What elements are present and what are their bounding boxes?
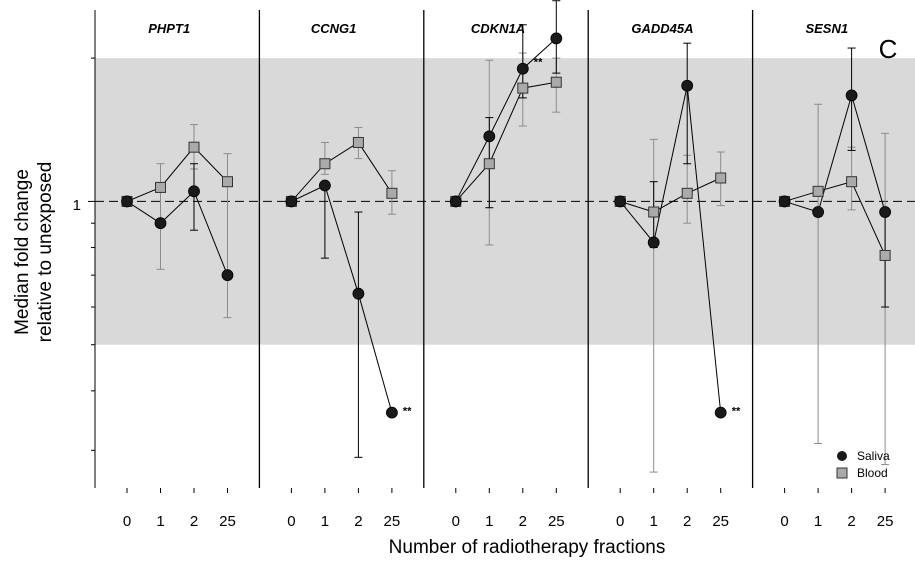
x-tick-label: 1 [650, 513, 658, 530]
x-tick-label: 1 [485, 513, 493, 530]
x-tick-label: 25 [219, 513, 236, 530]
saliva-marker [352, 287, 365, 300]
saliva-marker [221, 269, 234, 282]
saliva-marker [845, 89, 858, 102]
legend-blood-marker [836, 467, 848, 479]
x-tick-label: 2 [354, 513, 362, 530]
x-axis-title: Number of radiotherapy fractions [389, 537, 666, 558]
blood-marker [319, 158, 331, 170]
significance-annotation: ** [732, 406, 741, 418]
text-layer: C Number of radiotherapy fractions Media… [12, 21, 897, 558]
saliva-marker [318, 179, 331, 192]
x-tick-label: 2 [683, 513, 691, 530]
series-line-blood [291, 141, 393, 202]
x-tick-label: 25 [712, 513, 729, 530]
x-tick-label: 2 [190, 513, 198, 530]
panel-title-ccng1: CCNG1 [311, 21, 357, 36]
panel-label: C [879, 34, 898, 64]
blood-marker [715, 172, 727, 184]
saliva-marker [614, 195, 627, 208]
blood-marker [812, 185, 824, 197]
x-tick-label: 25 [548, 513, 565, 530]
blood-marker [517, 82, 529, 94]
x-tick-label: 2 [847, 513, 855, 530]
x-tick-label: 0 [123, 513, 131, 530]
x-tick-label: 1 [321, 513, 329, 530]
y-tick-label: 1 [73, 197, 81, 214]
panel-title-cdkn1a: CDKN1A [471, 21, 525, 36]
series-line-blood [784, 181, 886, 256]
blood-marker [648, 206, 660, 218]
series-line-blood [126, 146, 228, 202]
blood-marker [352, 136, 364, 148]
saliva-marker [879, 206, 891, 218]
x-tick-label: 25 [877, 513, 894, 530]
legend-blood-label: Blood [857, 466, 888, 480]
blood-marker [879, 249, 891, 261]
x-tick-label: 0 [616, 513, 624, 530]
significance-annotation: ** [403, 406, 412, 418]
series-line-blood [455, 81, 557, 202]
saliva-marker [154, 217, 167, 230]
saliva-marker [516, 62, 529, 75]
y-axis-title-line1: Median fold change [12, 169, 33, 335]
series-line-layer [126, 38, 886, 413]
x-tick-label: 0 [780, 513, 788, 530]
panel-title-gadd45a: GADD45A [631, 21, 693, 36]
x-tick-label: 25 [384, 513, 401, 530]
legend: Saliva Blood [836, 449, 890, 480]
series-line-saliva [126, 190, 228, 276]
x-tick-label: 0 [452, 513, 460, 530]
series-line-saliva [619, 85, 722, 413]
saliva-marker [714, 406, 727, 419]
legend-saliva-label: Saliva [857, 449, 890, 463]
blood-marker [222, 176, 233, 188]
x-tick-label: 1 [156, 513, 164, 530]
significance-annotation: ** [534, 56, 543, 68]
series-line-saliva [291, 184, 393, 413]
saliva-marker [449, 195, 462, 208]
series-line-saliva [455, 38, 557, 202]
blood-marker [188, 141, 200, 153]
saliva-marker [550, 32, 563, 45]
x-tick-label: 0 [287, 513, 295, 530]
x-tick-label: 2 [519, 513, 527, 530]
marker-layer [121, 32, 891, 419]
blood-marker [681, 187, 693, 199]
y-axis-title-line2: relative to unexposed [35, 162, 56, 343]
blood-marker [386, 187, 398, 199]
saliva-marker [647, 236, 660, 249]
saliva-marker [188, 185, 200, 198]
series-line-blood [620, 177, 721, 213]
plot-frame-layer [88, 10, 886, 493]
panel-title-sesn1: SESN1 [805, 21, 848, 36]
saliva-marker [121, 195, 133, 208]
blood-marker [155, 181, 166, 193]
saliva-marker [681, 79, 694, 92]
blood-marker [846, 176, 858, 188]
blood-marker [550, 76, 562, 88]
saliva-marker [483, 130, 496, 143]
legend-saliva-marker [837, 451, 847, 461]
blood-marker [483, 158, 495, 170]
x-tick-label: 1 [814, 513, 822, 530]
saliva-marker [285, 195, 298, 208]
saliva-marker [778, 195, 791, 208]
saliva-marker [385, 406, 398, 419]
saliva-marker [812, 206, 824, 218]
series-line-saliva [784, 93, 886, 213]
panel-title-phpt1: PHPT1 [148, 21, 190, 36]
